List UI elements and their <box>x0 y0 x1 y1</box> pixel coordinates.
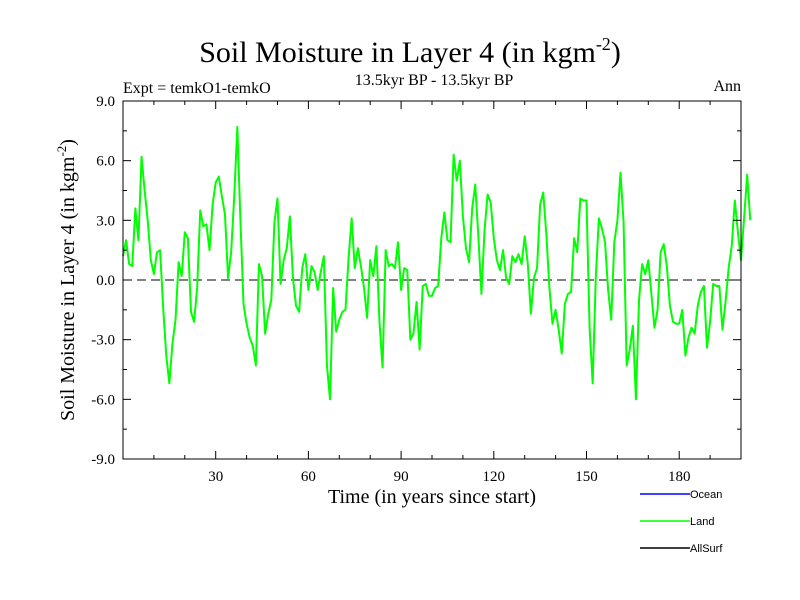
x-tick-label: 60 <box>301 469 316 485</box>
y-axis-label: Soil Moisture in Layer 4 (in kgm-2) <box>54 139 79 421</box>
x-axis-label: Time (in years since start) <box>328 486 536 508</box>
chart-title: Soil Moisture in Layer 4 (in kgm-2) <box>199 34 621 69</box>
subtitle-season: Ann <box>713 78 741 95</box>
y-tick-label: -9.0 <box>91 452 115 468</box>
chart-title-superscript: -2 <box>596 34 611 54</box>
land-series-line <box>122 125 752 401</box>
axis-ticks: 30 60 90 120 150 180 -9.0 -6.0 -3.0 0.0 3.0 6.0 9.0 <box>91 94 741 485</box>
x-tick-label: 120 <box>483 469 506 485</box>
x-tick-label: 180 <box>668 469 691 485</box>
y-axis-label-text: Soil Moisture in Layer 4 (in kgm <box>57 156 79 421</box>
subtitle-period: 13.5kyr BP - 13.5kyr BP <box>355 72 514 89</box>
x-tick-label: 90 <box>394 469 409 485</box>
legend-label-land: Land <box>690 516 714 528</box>
subtitle-expt: Expt = temkO1-temkO <box>123 80 271 97</box>
chart-title-close: ) <box>611 36 621 69</box>
x-tick-label: 150 <box>575 469 598 485</box>
y-axis-label-superscript: -2 <box>54 146 69 157</box>
plot-frame <box>122 100 742 460</box>
y-tick-label: 9.0 <box>96 94 115 110</box>
y-axis-label-close: ) <box>57 139 79 146</box>
y-tick-label: -6.0 <box>91 392 115 408</box>
y-tick-label: 0.0 <box>96 273 115 289</box>
y-tick-label: 3.0 <box>96 213 115 229</box>
y-tick-label: -3.0 <box>91 333 115 349</box>
x-tick-label: 30 <box>208 469 223 485</box>
legend-label-allsurf: AllSurf <box>690 543 723 555</box>
chart-title-text: Soil Moisture in Layer 4 (in kgm <box>199 36 596 69</box>
legend: Ocean Land AllSurf <box>640 489 723 555</box>
legend-label-ocean: Ocean <box>690 489 722 501</box>
y-tick-label: 6.0 <box>96 154 115 170</box>
